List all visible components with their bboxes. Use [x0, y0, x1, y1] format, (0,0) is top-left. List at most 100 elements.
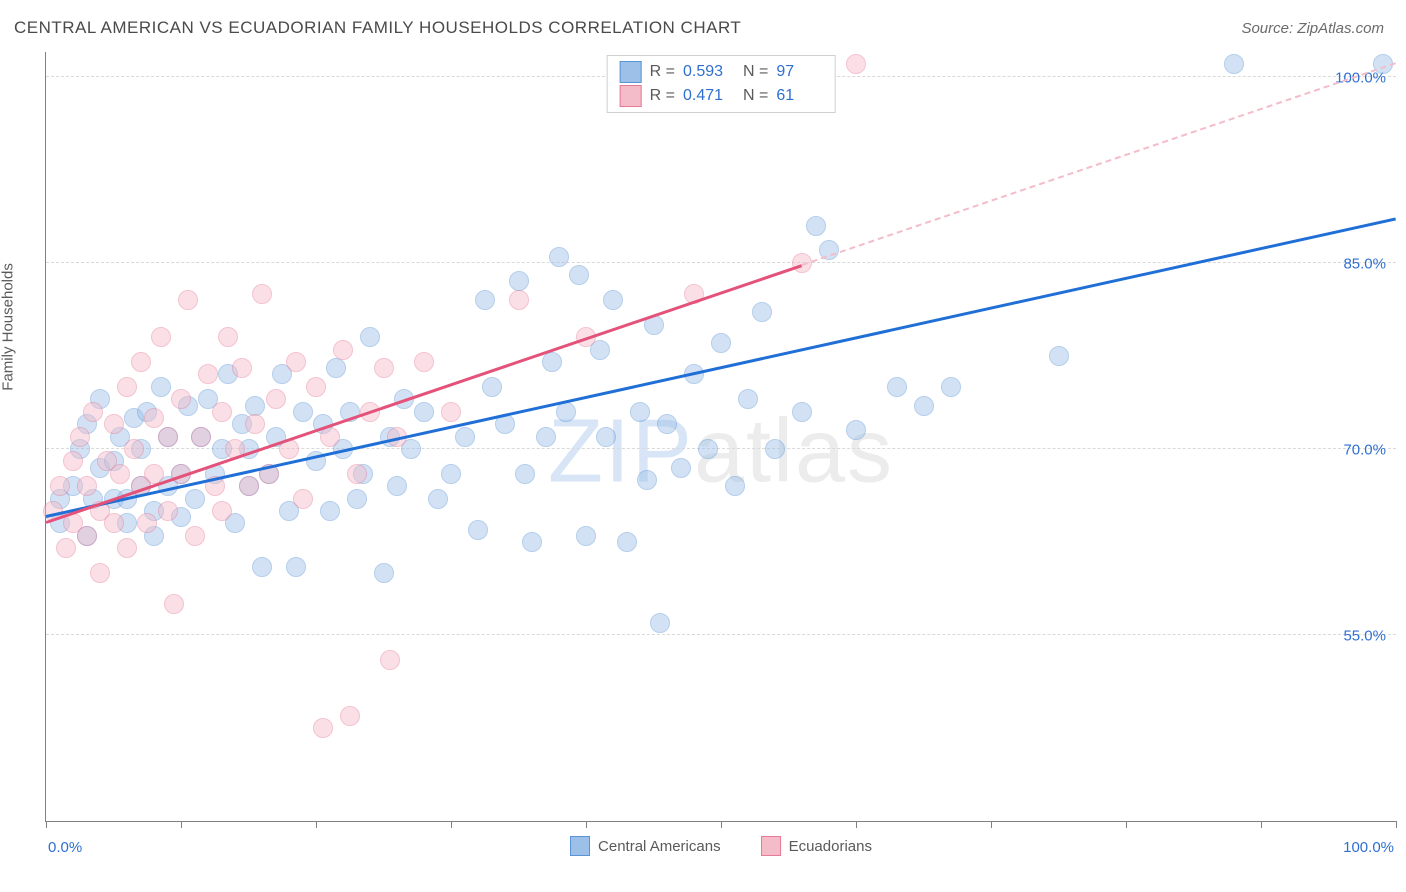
scatter-point: [603, 290, 623, 310]
scatter-point: [158, 427, 178, 447]
legend-item: Ecuadorians: [761, 836, 872, 856]
scatter-point: [522, 532, 542, 552]
x-tick: [586, 821, 587, 828]
scatter-point: [711, 333, 731, 353]
y-tick-label: 70.0%: [1343, 441, 1386, 458]
scatter-point: [941, 377, 961, 397]
scatter-point: [1224, 54, 1244, 74]
scatter-point: [630, 402, 650, 422]
scatter-point: [468, 520, 488, 540]
r-value: 0.593: [683, 63, 729, 81]
scatter-point: [56, 538, 76, 558]
scatter-point: [77, 476, 97, 496]
x-tick: [1396, 821, 1397, 828]
legend-label: Ecuadorians: [789, 838, 872, 855]
scatter-point: [441, 464, 461, 484]
scatter-point: [475, 290, 495, 310]
scatter-point: [765, 439, 785, 459]
scatter-point: [104, 414, 124, 434]
scatter-point: [144, 408, 164, 428]
scatter-point: [380, 650, 400, 670]
scatter-point: [333, 340, 353, 360]
scatter-point: [482, 377, 502, 397]
legend-swatch: [761, 836, 781, 856]
scatter-point: [124, 439, 144, 459]
scatter-point: [657, 414, 677, 434]
scatter-point: [104, 513, 124, 533]
r-value: 0.471: [683, 87, 729, 105]
n-label: N =: [743, 87, 768, 105]
scatter-point: [340, 706, 360, 726]
n-value: 97: [776, 63, 822, 81]
scatter-point: [846, 420, 866, 440]
x-tick: [46, 821, 47, 828]
scatter-point: [137, 513, 157, 533]
legend-swatch: [570, 836, 590, 856]
scatter-point: [698, 439, 718, 459]
scatter-point: [374, 358, 394, 378]
scatter-point: [83, 402, 103, 422]
scatter-point: [77, 526, 97, 546]
scatter-point: [536, 427, 556, 447]
scatter-point: [887, 377, 907, 397]
scatter-point: [70, 427, 90, 447]
y-tick-label: 85.0%: [1343, 255, 1386, 272]
scatter-point: [232, 358, 252, 378]
scatter-point: [738, 389, 758, 409]
scatter-point: [185, 526, 205, 546]
scatter-point: [313, 718, 333, 738]
legend-row: R =0.593 N = 97: [620, 60, 823, 84]
scatter-point: [266, 389, 286, 409]
watermark: ZIPatlas: [548, 400, 894, 503]
scatter-point: [569, 265, 589, 285]
scatter-point: [515, 464, 535, 484]
scatter-point: [158, 501, 178, 521]
x-tick-label: 100.0%: [1343, 839, 1394, 856]
scatter-point: [414, 352, 434, 372]
scatter-point: [347, 464, 367, 484]
scatter-point: [347, 489, 367, 509]
scatter-point: [576, 526, 596, 546]
scatter-point: [306, 377, 326, 397]
scatter-point: [286, 352, 306, 372]
scatter-point: [414, 402, 434, 422]
scatter-point: [90, 563, 110, 583]
scatter-point: [509, 290, 529, 310]
scatter-point: [252, 284, 272, 304]
scatter-point: [1049, 346, 1069, 366]
scatter-point: [164, 594, 184, 614]
legend-label: Central Americans: [598, 838, 721, 855]
scatter-point: [387, 476, 407, 496]
scatter-point: [185, 489, 205, 509]
scatter-point: [245, 414, 265, 434]
legend-swatch: [620, 85, 642, 107]
scatter-point: [286, 557, 306, 577]
scatter-point: [650, 613, 670, 633]
scatter-point: [556, 402, 576, 422]
x-tick: [856, 821, 857, 828]
scatter-point: [50, 476, 70, 496]
scatter-point: [293, 402, 313, 422]
scatter-point: [617, 532, 637, 552]
scatter-point: [374, 563, 394, 583]
scatter-point: [171, 389, 191, 409]
n-label: N =: [743, 63, 768, 81]
chart-title: CENTRAL AMERICAN VS ECUADORIAN FAMILY HO…: [14, 18, 741, 38]
scatter-point: [191, 427, 211, 447]
scatter-point: [637, 470, 657, 490]
x-tick: [1261, 821, 1262, 828]
scatter-point: [110, 464, 130, 484]
x-tick: [1126, 821, 1127, 828]
x-tick: [991, 821, 992, 828]
n-value: 61: [776, 87, 822, 105]
source-attribution: Source: ZipAtlas.com: [1241, 20, 1384, 37]
x-tick: [316, 821, 317, 828]
scatter-point: [239, 476, 259, 496]
scatter-point: [455, 427, 475, 447]
scatter-point: [212, 402, 232, 422]
scatter-point: [360, 327, 380, 347]
scatter-point: [151, 377, 171, 397]
correlation-legend: R =0.593 N = 97R =0.471 N = 61: [607, 55, 836, 113]
scatter-point: [151, 327, 171, 347]
y-axis-label: Family Households: [0, 263, 17, 391]
